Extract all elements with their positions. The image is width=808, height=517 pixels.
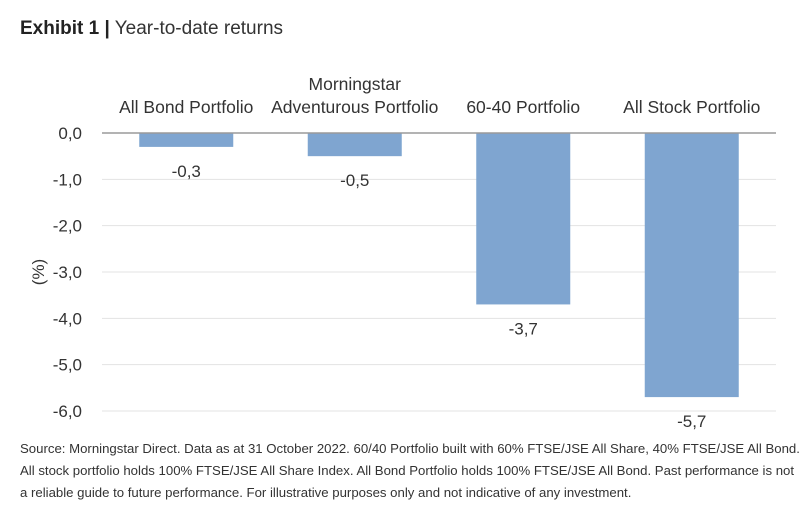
- bar-chart: 0,0 -1,0 -2,0 -3,0 -4,0 -5,0 -6,0 (%) -0,3 -0,5 -3…: [29, 74, 776, 431]
- data-label: -3,7: [509, 319, 538, 338]
- y-tick-label: -3,0: [53, 263, 82, 282]
- source-line: Source: Morningstar Direct. Data as at 3…: [20, 441, 800, 456]
- exhibit-label: Exhibit 1: [20, 18, 100, 39]
- category-label: All Stock Portfolio: [623, 97, 760, 117]
- y-tick-label: -6,0: [53, 402, 82, 421]
- category-label: Morningstar: [309, 74, 402, 94]
- source-note: Source: Morningstar Direct. Data as at 3…: [20, 438, 800, 504]
- source-line: a reliable guide to future performance. …: [20, 485, 632, 500]
- chart-subtitle: Year-to-date returns: [114, 18, 284, 39]
- y-tick-label: 0,0: [58, 124, 82, 143]
- bar[interactable]: [644, 133, 739, 398]
- category-label: Adventurous Portfolio: [271, 97, 438, 117]
- bar[interactable]: [307, 133, 402, 157]
- y-axis-label: (%): [29, 259, 48, 285]
- bar[interactable]: [139, 133, 234, 147]
- title-separator: |: [104, 18, 110, 39]
- category-label: 60-40 Portfolio: [466, 97, 580, 117]
- exhibit-title: Exhibit 1 | Year-to-date returns: [20, 18, 283, 40]
- bar[interactable]: [476, 133, 571, 305]
- category-label: All Bond Portfolio: [119, 97, 253, 117]
- data-label: -0,5: [340, 171, 369, 190]
- y-tick-label: -4,0: [53, 309, 82, 328]
- data-label: -5,7: [677, 412, 706, 431]
- data-label: -0,3: [172, 162, 201, 181]
- y-tick-label: -1,0: [53, 170, 82, 189]
- y-tick-label: -5,0: [53, 356, 82, 375]
- source-line: All stock portfolio holds 100% FTSE/JSE …: [20, 463, 795, 478]
- y-tick-label: -2,0: [53, 217, 82, 236]
